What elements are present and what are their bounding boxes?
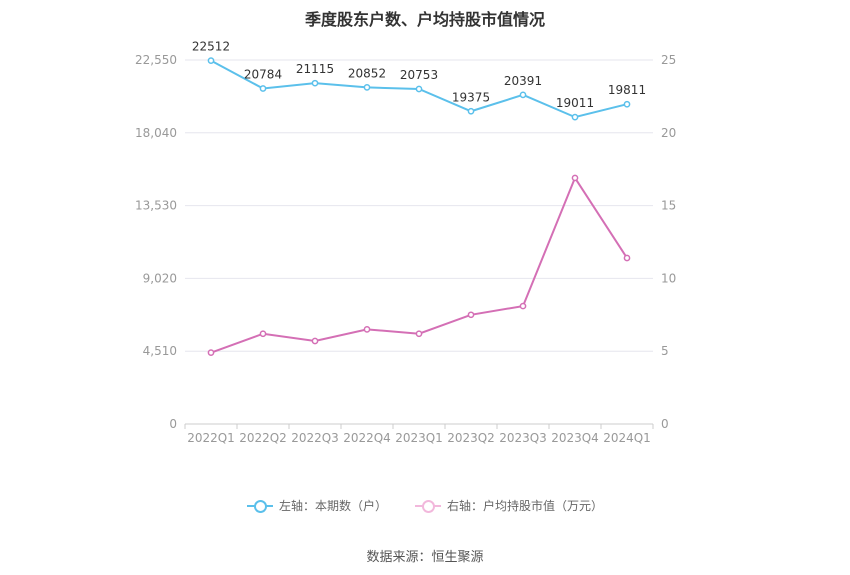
data-label: 21115 xyxy=(296,62,334,76)
legend-swatch-right xyxy=(415,499,441,513)
y-right-tick-label: 5 xyxy=(661,344,669,358)
data-point xyxy=(311,337,319,345)
data-label: 20784 xyxy=(244,68,282,82)
x-tick-label: 2022Q2 xyxy=(239,431,287,445)
data-point xyxy=(467,107,475,115)
x-tick-label: 2022Q1 xyxy=(187,431,235,445)
legend-item-left-series[interactable]: 左轴：本期数（户） xyxy=(246,497,387,514)
data-label: 20391 xyxy=(504,74,542,88)
y-left-tick-label: 0 xyxy=(169,417,177,431)
data-label: 19375 xyxy=(452,90,490,104)
data-point xyxy=(571,174,579,182)
y-left-tick-label: 18,040 xyxy=(135,126,177,140)
data-point xyxy=(311,79,319,87)
data-label: 20753 xyxy=(400,68,438,82)
data-label: 20852 xyxy=(348,66,386,80)
data-label: 19011 xyxy=(556,96,594,110)
data-label: 22512 xyxy=(192,40,230,54)
y-right-tick-label: 10 xyxy=(661,271,676,285)
legend: 左轴：本期数（户） 右轴：户均持股市值（万元） xyxy=(0,497,850,514)
legend-swatch-left xyxy=(246,499,273,513)
axes: 0 0 4,510 5 9,020 10 13,530 15 18,040 20 22,550 25 2… xyxy=(135,53,676,445)
chart-title: 季度股东户数、户均持股市值情况 xyxy=(304,10,545,29)
y-left-tick-label: 4,510 xyxy=(143,344,177,358)
x-tick-label: 2024Q1 xyxy=(603,431,651,445)
data-point xyxy=(467,311,475,319)
series-layer xyxy=(207,57,631,357)
y-left-tick-label: 9,020 xyxy=(143,271,177,285)
data-point xyxy=(259,85,267,92)
legend-label-left: 左轴：本期数（户） xyxy=(278,499,387,513)
x-tick-label: 2023Q4 xyxy=(551,431,599,445)
x-tick-label: 2022Q4 xyxy=(343,431,391,445)
legend-item-right-series[interactable]: 右轴：户均持股市值（万元） xyxy=(415,497,603,514)
data-point xyxy=(571,113,579,121)
y-right-tick-label: 25 xyxy=(661,53,676,67)
data-point xyxy=(623,254,631,262)
data-point xyxy=(519,302,527,310)
data-point xyxy=(363,84,371,91)
legend-label-right: 右轴：户均持股市值（万元） xyxy=(447,499,604,513)
y-left-tick-label: 13,530 xyxy=(135,199,177,213)
y-right-tick-label: 0 xyxy=(661,417,669,431)
data-point xyxy=(207,57,215,64)
x-tick-label: 2023Q2 xyxy=(447,431,495,445)
grid-lines xyxy=(185,59,653,425)
x-tick-label: 2023Q3 xyxy=(499,431,547,445)
data-source: 数据来源：恒生聚源 xyxy=(366,550,484,565)
data-point xyxy=(415,330,423,338)
data-labels: 22512 20784 21115 20852 20753 19375 20391 19011… xyxy=(192,40,646,111)
data-point xyxy=(415,85,423,93)
x-tick-label: 2022Q3 xyxy=(291,431,339,445)
data-point xyxy=(519,91,527,99)
y-right-tick-label: 20 xyxy=(661,126,676,140)
series-line-right xyxy=(210,175,628,354)
data-point xyxy=(363,326,371,333)
y-left-tick-label: 22,550 xyxy=(135,53,177,67)
data-point xyxy=(207,349,215,357)
data-label: 19811 xyxy=(608,83,646,97)
data-point xyxy=(259,330,267,338)
data-point xyxy=(623,100,631,108)
y-right-tick-label: 15 xyxy=(661,199,676,213)
x-tick-label: 2023Q1 xyxy=(395,431,443,445)
